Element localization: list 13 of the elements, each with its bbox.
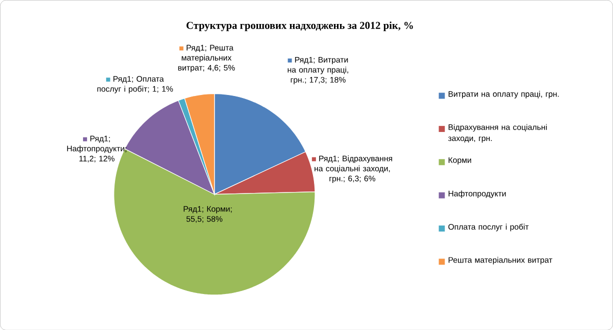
- legend-label: Витрати на оплату праці, грн.: [448, 90, 559, 98]
- legend-label: Нафтопродукти: [448, 190, 506, 198]
- legend-label: Відрахування на соціальні заходи, грн.: [448, 124, 547, 142]
- legend-label: Оплата послуг і робіт: [448, 224, 529, 232]
- data-label: Ряд1; Корми; 55,5; 58%: [184, 206, 232, 223]
- data-label: Ряд1; Витрати на оплату праці, грн.; 17,3; 18%: [288, 56, 348, 84]
- data-label: Ряд1; Оплата послуг і робіт; 1; 1%: [97, 76, 173, 94]
- legend-label: Решта матеріальних витрат: [448, 256, 552, 264]
- data-label: Ряд1; Нафтопродукти; 11,2; 12%: [67, 136, 126, 162]
- data-label: Ряд1; Решта матеріальних витрат; 4,6; 5%: [178, 44, 235, 72]
- chart-title: Структура грошових надходжень за 2012 рік, %: [186, 21, 413, 31]
- data-label: Ряд1; Відрахування на соціальні заходи, грн.; 6,3; 6%: [314, 155, 392, 183]
- legend-label: Корми: [448, 157, 472, 164]
